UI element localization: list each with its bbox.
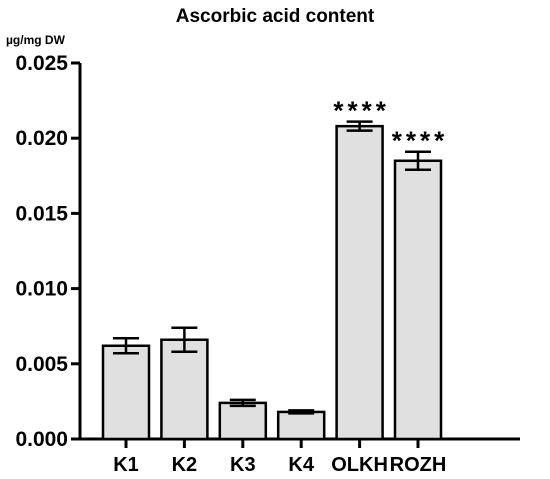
bars-group: ********	[101, 96, 448, 441]
y-tick-label: 0.010	[15, 278, 68, 301]
y-tick-label: 0.005	[15, 353, 68, 376]
x-tick-label-k1: K1	[113, 454, 139, 476]
significance-label: ****	[392, 126, 448, 156]
x-tick-label-k3: K3	[230, 454, 256, 476]
y-tick-label: 0.015	[15, 202, 68, 225]
bar-k4	[276, 410, 326, 441]
y-axis: 0.000 0.005 0.010 0.015 0.020 0.025	[15, 52, 82, 451]
y-tick-label: 0.025	[15, 52, 68, 75]
chart-title: Ascorbic acid content	[176, 6, 375, 27]
bar-rozh	[393, 159, 443, 441]
bar-k3	[218, 401, 268, 441]
x-tick-label-k2: K2	[172, 454, 198, 476]
x-tick-label-rozh: ROZH	[390, 454, 447, 476]
bar-k2	[160, 338, 209, 441]
x-axis: K1 K2 K3 K4 OLKH ROZH	[78, 437, 520, 476]
bar-k1	[101, 344, 151, 441]
x-tick-label-k4: K4	[288, 454, 314, 476]
y-tick-label: 0.000	[15, 428, 68, 451]
y-axis-unit-label: µg/mg DW	[6, 33, 66, 47]
significance-label: ****	[333, 96, 389, 126]
bar-olkh	[335, 124, 384, 441]
y-tick-label: 0.020	[15, 127, 68, 150]
x-tick-label-olkh: OLKH	[331, 454, 388, 476]
